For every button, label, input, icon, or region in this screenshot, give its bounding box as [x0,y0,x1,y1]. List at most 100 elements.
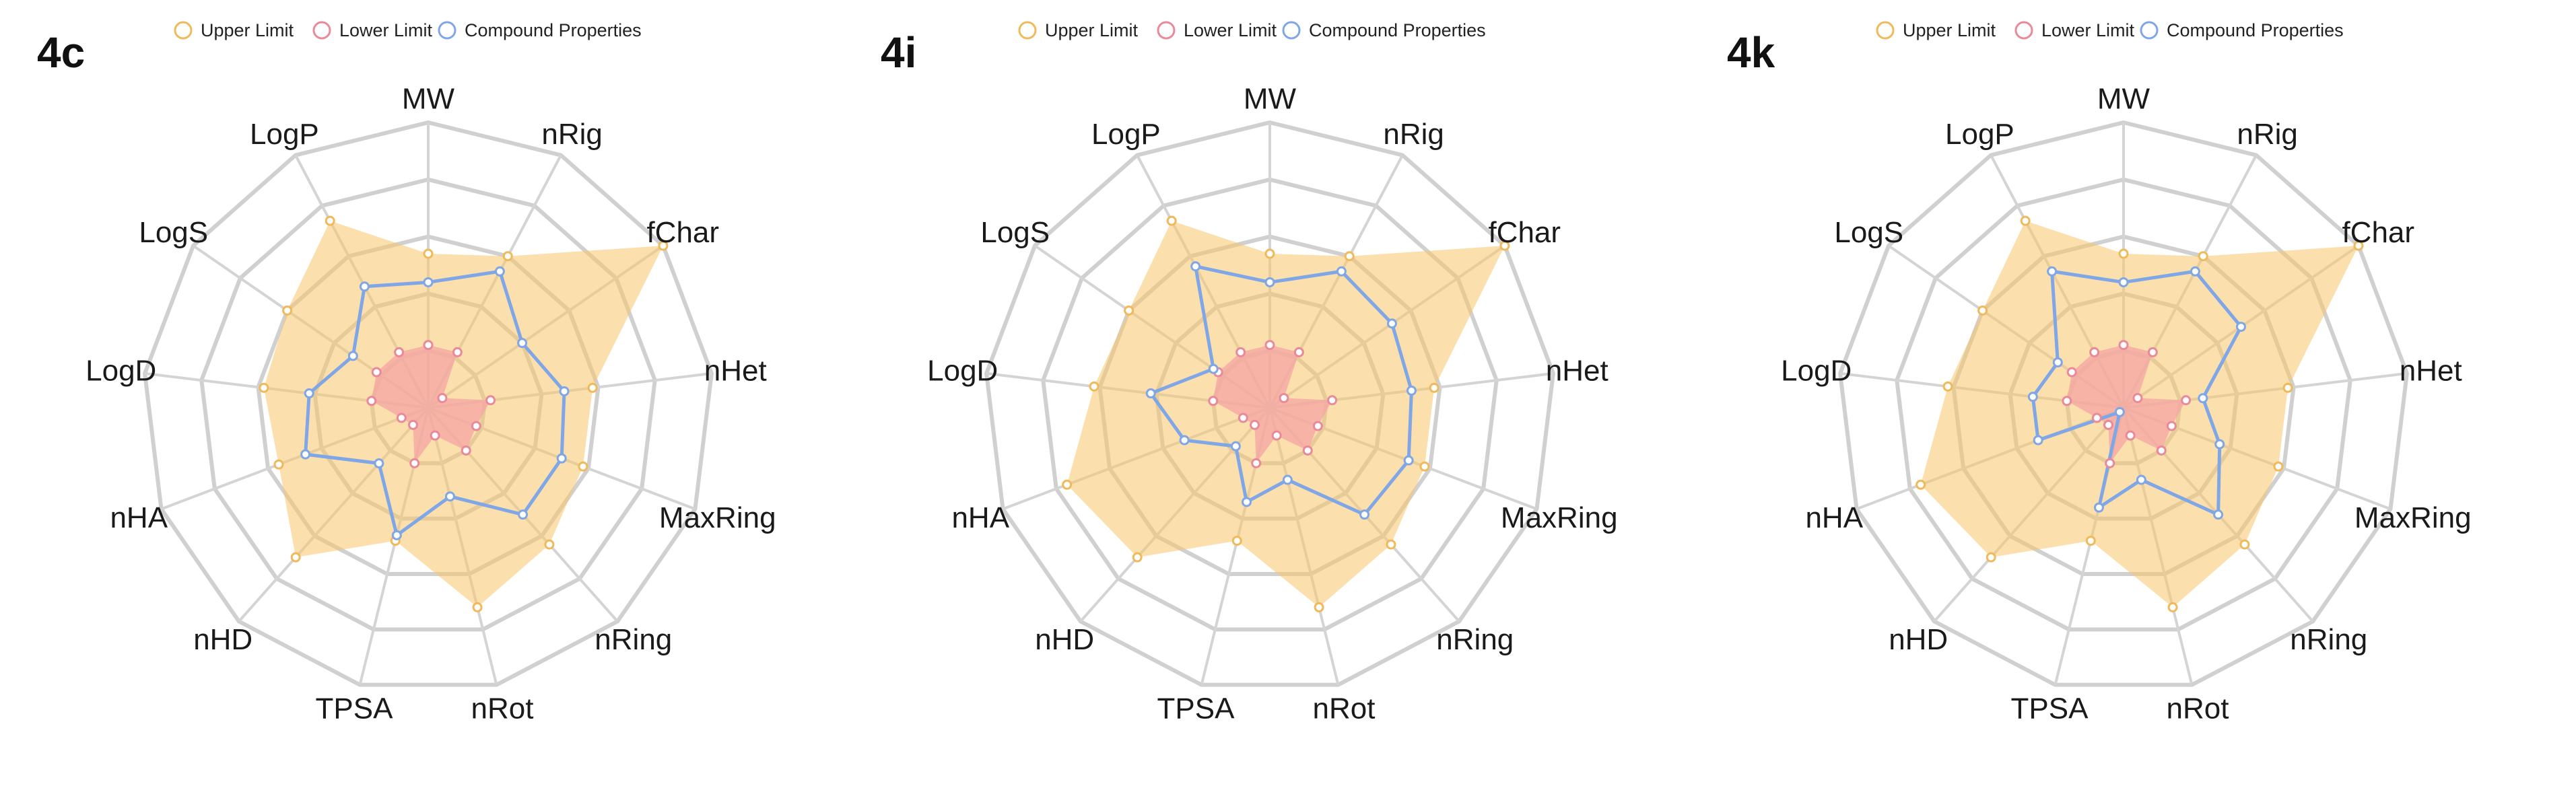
data-point-compound-properties-fchar [517,338,528,349]
data-point-upper-limit-logd [1942,381,1953,392]
data-point-upper-limit-nha [1062,479,1073,490]
data-point-upper-limit-logs [1124,305,1134,316]
data-point-lower-limit-maxring [2166,421,2177,431]
data-point-upper-limit-nhet [587,382,598,393]
axis-label-nring: nRing [1436,623,1514,656]
data-point-upper-limit-nhd [1132,552,1143,563]
data-point-compound-properties-mw [2118,277,2129,287]
data-point-lower-limit-nha [1238,413,1248,423]
axis-label-mw: MW [402,82,455,115]
data-point-lower-limit-nhet [1327,395,1338,406]
data-point-lower-limit-nha [2091,413,2102,423]
data-point-upper-limit-nhd [1986,552,1996,563]
data-point-lower-limit-nring [2156,445,2167,456]
data-point-upper-limit-mw [423,248,434,259]
data-point-lower-limit-logd [2062,396,2072,406]
data-point-upper-limit-tpsa [1231,536,1242,546]
data-point-lower-limit-fchar [2132,393,2143,404]
axis-label-fchar: fChar [2342,216,2414,249]
legend-label-upper: Upper Limit [1045,20,1139,40]
data-point-upper-limit-maxring [1419,461,1430,472]
data-point-compound-properties-nhet [559,386,570,396]
axis-label-logs: LogS [1834,216,1903,249]
data-point-upper-limit-fchar [2353,240,2364,251]
axis-label-nrig: nRig [2237,118,2298,151]
data-point-compound-properties-tpsa [1242,497,1252,507]
data-point-upper-limit-logp [325,215,335,226]
data-point-lower-limit-nring [461,445,471,456]
data-point-compound-properties-mw [1264,277,1275,287]
legend-marker-lower [1157,21,1176,40]
data-point-compound-properties-nhet [1406,385,1417,396]
data-point-lower-limit-nrot [1271,430,1282,441]
data-point-upper-limit-nrot [1314,602,1324,612]
axis-label-nhd: nHD [193,623,252,656]
data-point-compound-properties-nhd [374,458,384,469]
data-point-lower-limit-tpsa [2105,458,2115,468]
data-point-lower-limit-mw [1264,340,1275,351]
panel-label: 4i [881,28,916,77]
panel-label: 4c [37,28,85,77]
data-point-upper-limit-tpsa [2085,536,2096,546]
axis-label-nha: nHA [951,501,1009,534]
axis-label-logd: LogD [1781,355,1852,388]
series-area-lower-limit [371,345,491,464]
legend-marker-compound [1282,21,1301,40]
data-point-lower-limit-nrig [1293,347,1304,357]
data-point-compound-properties-nrig [2190,266,2200,277]
series-line-compound-properties [1149,264,1413,517]
axis-label-nhet: nHet [704,355,767,388]
data-point-upper-limit-nrig [2198,251,2208,262]
data-point-compound-properties-fchar [1386,318,1397,329]
legend-label-upper: Upper Limit [1903,20,1996,40]
data-point-compound-properties-nhd [1230,441,1241,452]
data-point-lower-limit-logp [2089,347,2100,357]
series-area-lower-limit [2066,345,2186,464]
axis-label-tpsa: TPSA [2011,692,2089,725]
data-point-lower-limit-nhd [408,419,419,430]
axis-label-fchar: fChar [1488,216,1561,249]
data-point-upper-limit-nrot [472,602,483,612]
axis-label-nring: nRing [595,623,672,656]
data-point-compound-properties-logp [1190,261,1201,272]
data-point-lower-limit-nha [396,413,407,423]
data-point-compound-properties-nhet [2198,393,2208,404]
axis-label-nrot: nRot [1313,692,1376,725]
axis-label-nring: nRing [2290,623,2367,656]
data-point-compound-properties-nrot [1282,474,1293,485]
data-point-upper-limit-nrot [2167,602,2178,612]
data-point-upper-limit-mw [1264,248,1275,259]
data-point-upper-limit-logd [1089,381,1099,392]
axis-label-logp: LogP [1945,118,2014,151]
series-area-lower-limit [1213,345,1332,464]
axis-label-nhd: nHD [1889,623,1948,656]
data-point-compound-properties-maxring [2214,439,2225,450]
data-point-upper-limit-fchar [658,240,669,251]
axis-label-nhet: nHet [1546,355,1608,388]
data-point-compound-properties-nha [2033,435,2043,445]
data-point-compound-properties-fchar [2235,322,2246,332]
data-point-compound-properties-tpsa [2093,502,2104,513]
axis-label-logd: LogD [927,355,998,388]
axis-label-nha: nHA [110,501,168,534]
axis-label-logd: LogD [86,355,156,388]
data-point-upper-limit-nring [1386,539,1396,550]
axis-label-tpsa: TPSA [316,692,394,725]
legend-label-upper: Upper Limit [201,20,294,40]
axis-label-maxring: MaxRing [659,501,776,534]
axis-label-logs: LogS [139,216,208,249]
data-point-lower-limit-nrig [2147,347,2158,357]
data-point-compound-properties-logs [347,351,358,361]
data-point-upper-limit-nring [544,539,555,550]
data-point-lower-limit-tpsa [1251,458,1262,468]
data-point-lower-limit-mw [423,340,434,351]
data-point-upper-limit-nha [1916,479,1926,490]
data-point-compound-properties-maxring [556,453,567,464]
data-point-compound-properties-logd [1145,388,1156,399]
data-point-lower-limit-logp [394,347,405,357]
axis-label-fchar: fChar [646,216,719,249]
data-point-lower-limit-maxring [1312,421,1323,431]
data-point-upper-limit-nrig [502,251,513,262]
data-point-compound-properties-logd [2027,392,2038,402]
data-point-compound-properties-tpsa [391,530,402,540]
